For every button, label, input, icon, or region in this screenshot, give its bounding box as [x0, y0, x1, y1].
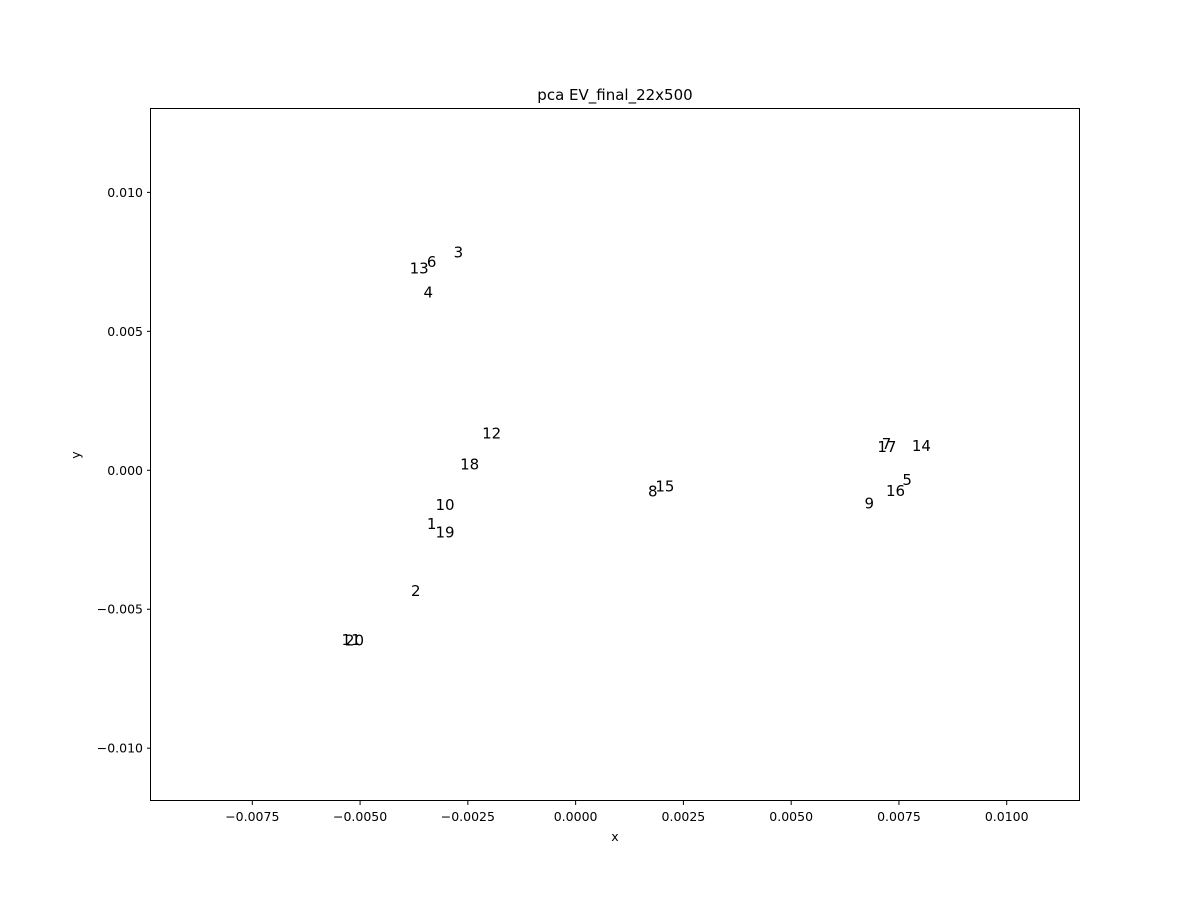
point-label-19: 19 — [436, 524, 455, 542]
point-label-3: 3 — [454, 243, 464, 261]
y-axis-label: y — [68, 451, 83, 459]
point-label-18: 18 — [460, 456, 479, 474]
point-label-14: 14 — [912, 437, 931, 455]
point-label-16: 16 — [886, 482, 905, 500]
ticks-layer: −0.0075 −0.0050 −0.0025 0.0000 0.0025 0.0050 0… — [97, 185, 1029, 824]
point-label-4: 4 — [423, 283, 433, 301]
point-label-13: 13 — [410, 260, 429, 278]
point-label-7: 7 — [882, 435, 892, 453]
point-label-2: 2 — [411, 582, 421, 600]
x-tick-label: −0.0050 — [333, 809, 387, 824]
y-tick-label: −0.005 — [97, 602, 143, 617]
point-label-17: 17 — [877, 438, 896, 456]
y-tick-label: 0.010 — [107, 185, 143, 200]
x-axis-label: x — [611, 829, 618, 844]
point-label-8: 8 — [648, 483, 658, 501]
chart-title: pca EV_final_22x500 — [537, 86, 692, 105]
x-tick-label: 0.0050 — [769, 809, 813, 824]
x-tick-label: 0.0000 — [554, 809, 598, 824]
plot-frame — [150, 108, 1080, 801]
y-tick-label: −0.010 — [97, 741, 143, 756]
x-tick-label: 0.0025 — [662, 809, 706, 824]
point-label-9: 9 — [864, 494, 874, 512]
point-label-12: 12 — [482, 424, 501, 442]
point-label-1: 1 — [427, 515, 437, 533]
x-tick-label: 0.0075 — [877, 809, 921, 824]
point-label-11: 11 — [342, 631, 361, 649]
y-tick-label: 0.005 — [107, 324, 143, 339]
y-tick-label: 0.000 — [107, 463, 143, 478]
x-tick-label: −0.0025 — [441, 809, 495, 824]
point-label-15: 15 — [655, 478, 674, 496]
x-tick-label: 0.0100 — [985, 809, 1029, 824]
x-tick-label: −0.0075 — [225, 809, 279, 824]
point-label-5: 5 — [902, 471, 912, 489]
point-label-10: 10 — [436, 496, 455, 514]
point-label-20: 20 — [345, 631, 364, 649]
point-label-6: 6 — [427, 253, 437, 271]
